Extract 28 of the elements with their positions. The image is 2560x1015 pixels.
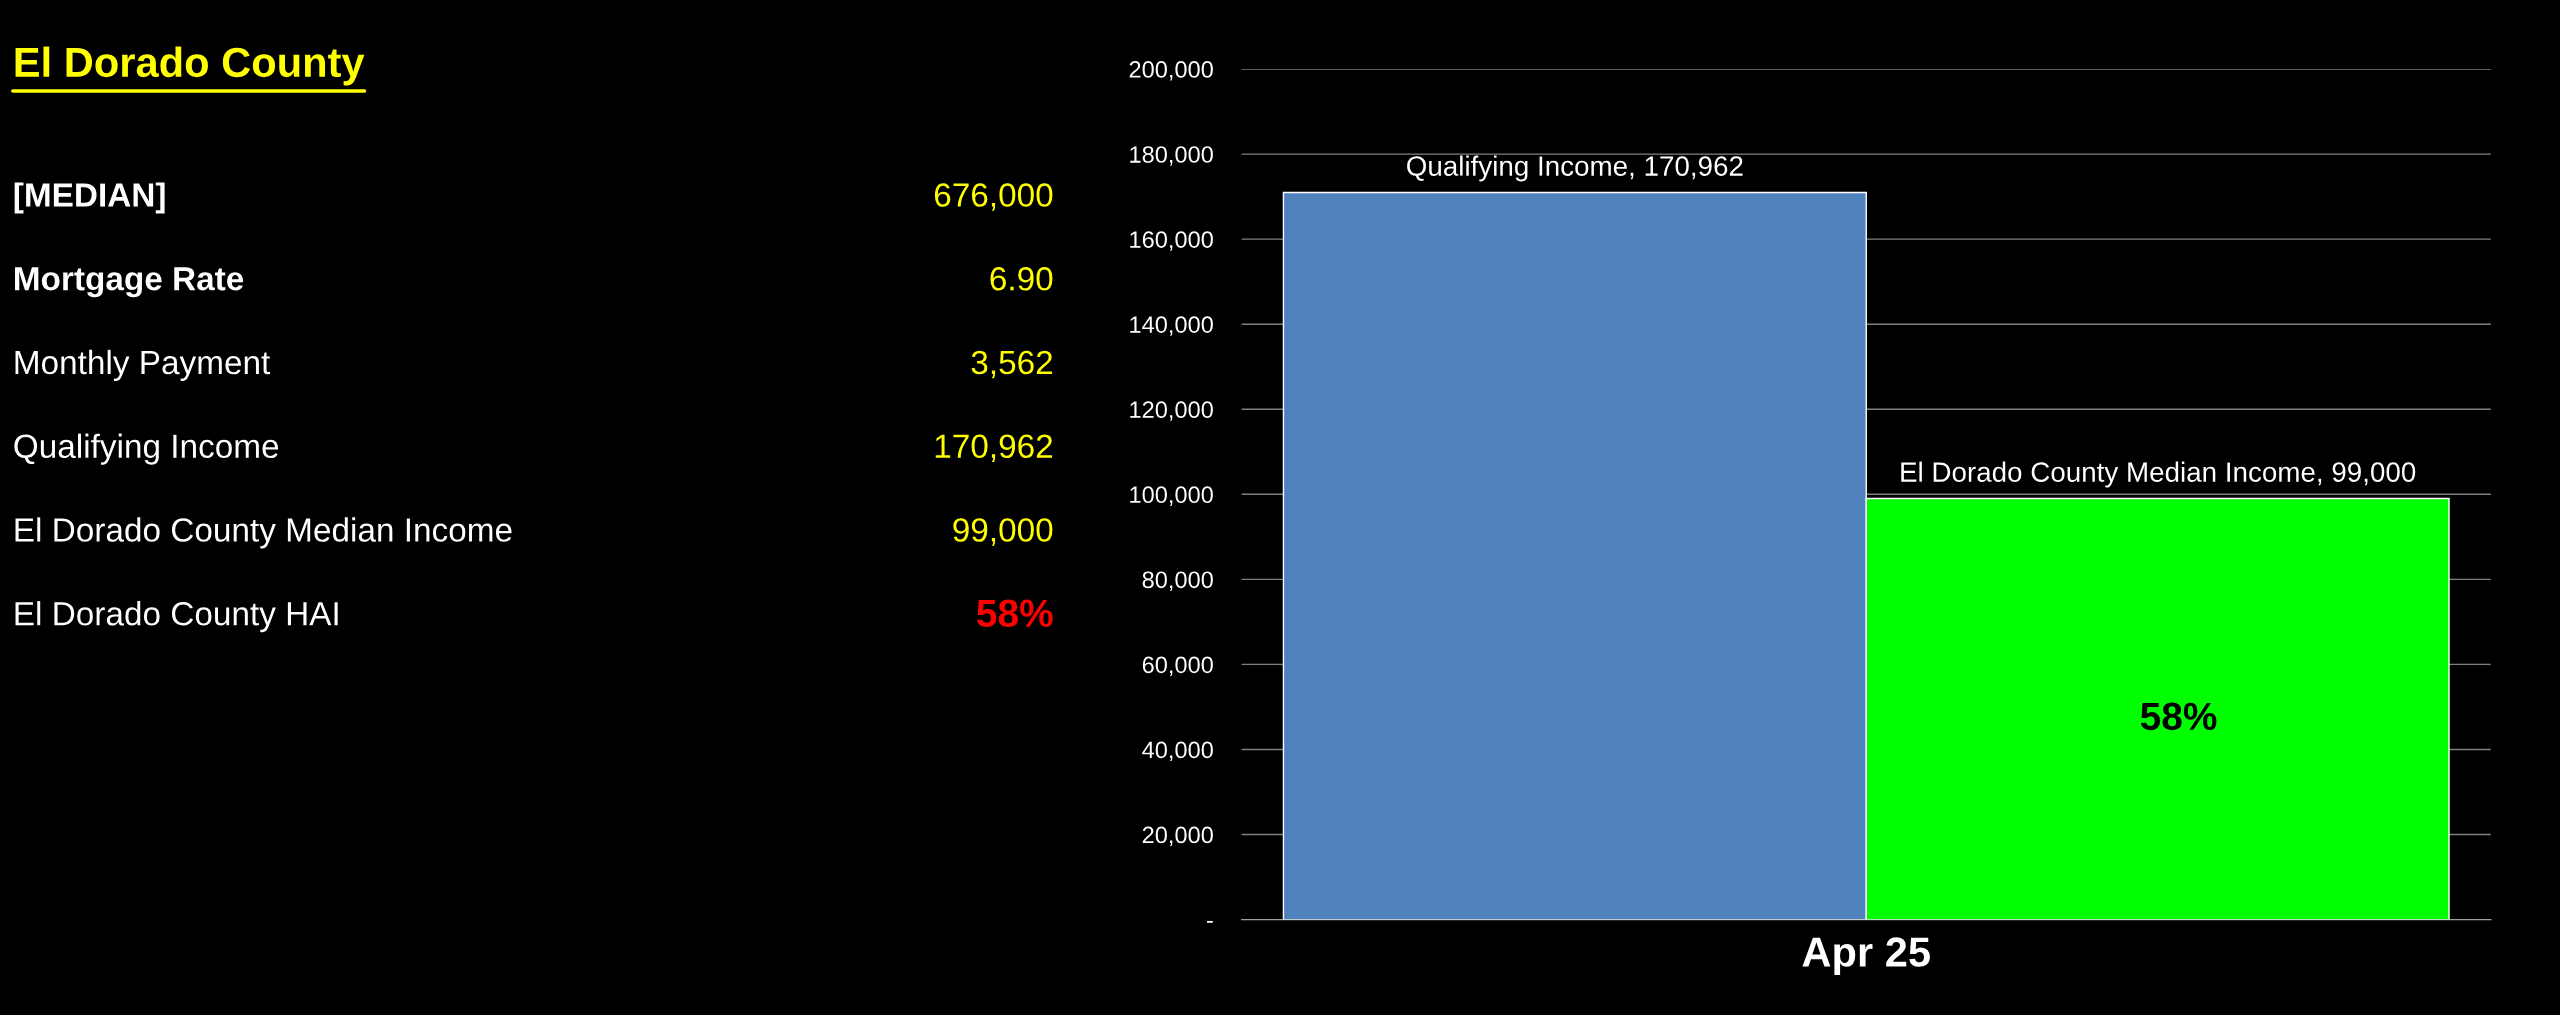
- y-tick-label: 120,000: [1130, 401, 1213, 421]
- y-tick-label: 160,000: [1130, 231, 1213, 251]
- text: El Dorado County Median Income: [15, 517, 512, 549]
- text: El Dorado County HAI: [15, 601, 338, 633]
- text: Monthly Payment: [15, 349, 271, 381]
- text: Mortgage Rate: [15, 267, 244, 298]
- data-label: Qualifying Income, 170,962: [1407, 155, 1743, 182]
- y-tick-label: 20,000: [1142, 826, 1213, 847]
- y-tick-label: 80,000: [1142, 571, 1213, 591]
- data-label: El Dorado County Median Income, 99,000: [1901, 461, 2416, 488]
- y-tick-label: -: [1207, 920, 1213, 923]
- y-tick-label: 180,000: [1130, 146, 1213, 166]
- text: 676,000: [934, 183, 1053, 211]
- y-tick-label: 200,000: [1129, 61, 1213, 81]
- y-tick-label: 100,000: [1130, 486, 1213, 506]
- annotation: 58%: [2140, 702, 2217, 731]
- x-tick-label: Apr 25: [1802, 937, 1930, 976]
- text: 58%: [977, 599, 1053, 628]
- text: 170,962: [935, 434, 1053, 463]
- text: El Dorado County: [15, 46, 365, 86]
- text: 3,562: [971, 350, 1053, 379]
- text: Qualifying Income: [14, 433, 279, 465]
- y-tick-label: 140,000: [1130, 316, 1213, 336]
- y-tick-label: 60,000: [1142, 656, 1213, 676]
- text: 6.90: [990, 267, 1053, 291]
- text: 99,000: [953, 518, 1053, 546]
- text: [MEDIAN]: [14, 182, 165, 214]
- y-tick-label: 40,000: [1142, 741, 1213, 762]
